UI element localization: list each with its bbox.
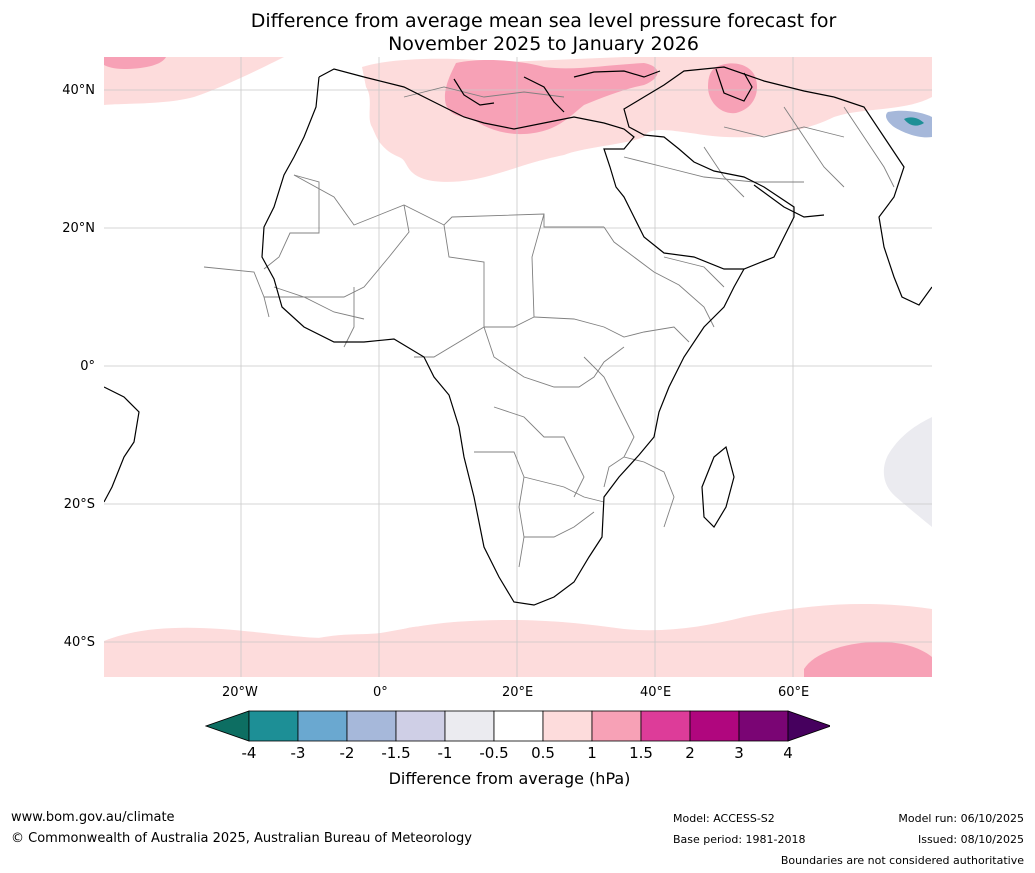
colour-bar-segment xyxy=(640,710,691,742)
colour-bar-tick-label: 1.5 xyxy=(629,744,653,762)
anomaly-southern-ocean-west xyxy=(264,626,464,677)
colour-bar-tick-label: -1.5 xyxy=(381,744,411,762)
footer-disclaimer: Boundaries are not considered authoritat… xyxy=(780,854,1024,867)
colour-bar-title-text: Difference from average (hPa) xyxy=(388,769,631,788)
anomaly-negative-regions xyxy=(883,110,932,527)
colour-bar-segment xyxy=(493,710,544,742)
colour-bar-segment xyxy=(689,710,740,742)
anomaly-himalaya-negative xyxy=(886,110,932,138)
lon-label-60e: 60°E xyxy=(778,685,810,700)
colour-bar-tick-label: 0.5 xyxy=(531,744,555,762)
colour-bar-tick-label: -1 xyxy=(437,744,453,762)
anomaly-indian-ocean-negative xyxy=(883,417,932,527)
graticule xyxy=(104,57,932,677)
pressure-anomaly-map xyxy=(104,57,932,677)
anomaly-north-atlantic xyxy=(104,57,284,105)
lat-label-40n: 40°N xyxy=(62,83,95,98)
lat-label-40s: 40°S xyxy=(63,635,95,650)
lon-label-0: 0° xyxy=(373,685,388,700)
colour-bar-segment xyxy=(542,710,593,742)
colour-bar-segment xyxy=(591,710,642,742)
colour-bar-segments xyxy=(205,710,830,742)
lat-label-20n: 20°N xyxy=(62,221,95,236)
colour-bar-tick-label: 4 xyxy=(783,744,793,762)
footer-model-run: Model run: 06/10/2025 xyxy=(898,812,1024,825)
lon-label-20w: 20°W xyxy=(222,685,258,700)
footer-issued: Issued: 08/10/2025 xyxy=(917,833,1024,846)
anomaly-high-north-atlantic xyxy=(104,57,166,69)
chart-title: Difference from average mean sea level p… xyxy=(0,10,1035,56)
colour-bar-tick-label: 1 xyxy=(587,744,597,762)
colour-bar-tick-label: 2 xyxy=(685,744,695,762)
colour-bar-segment xyxy=(395,710,446,742)
colour-bar-tick-label: 3 xyxy=(734,744,744,762)
colour-bar-extend-low xyxy=(205,710,250,742)
colour-bar-segment xyxy=(346,710,397,742)
anomaly-southern-ocean-east xyxy=(804,641,932,677)
coastlines xyxy=(104,66,932,606)
colour-bar-segment xyxy=(444,710,495,742)
colour-bar-tick-label: -0.5 xyxy=(479,744,509,762)
lat-label-0: 0° xyxy=(80,359,95,374)
lat-label-20s: 20°S xyxy=(63,497,95,512)
colour-bar-segment xyxy=(297,710,348,742)
lon-label-40e: 40°E xyxy=(640,685,672,700)
title-line-1: Difference from average mean sea level p… xyxy=(250,10,837,32)
colour-bar-title: Difference from average (hPa) xyxy=(0,769,1035,788)
footer-copyright: © Commonwealth of Australia 2025, Austra… xyxy=(11,831,472,846)
anomaly-himalaya-strong-negative xyxy=(904,117,924,126)
footer-website: www.bom.gov.au/climate xyxy=(11,810,175,825)
title-line-2: November 2025 to January 2026 xyxy=(388,33,699,55)
colour-bar-tick-label: -4 xyxy=(241,744,257,762)
footer-model: Model: ACCESS-S2 xyxy=(673,812,775,825)
colour-bar-extend-high xyxy=(787,710,830,742)
colour-bar xyxy=(205,710,830,742)
lon-label-20e: 20°E xyxy=(502,685,534,700)
footer-base-period: Base period: 1981-2018 xyxy=(673,833,806,846)
colour-bar-segment xyxy=(738,710,789,742)
colour-bar-tick-label: -2 xyxy=(339,744,355,762)
country-borders xyxy=(203,86,895,568)
colour-bar-tick-label: -3 xyxy=(290,744,306,762)
colour-bar-segment xyxy=(248,710,299,742)
